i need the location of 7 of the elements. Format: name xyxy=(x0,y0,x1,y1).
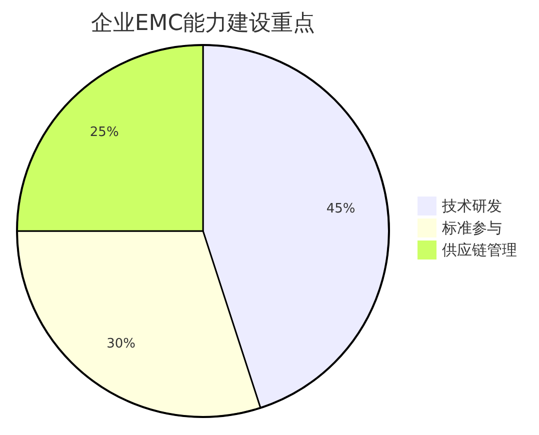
data-label: 30% xyxy=(106,336,136,352)
data-label: 25% xyxy=(90,124,119,140)
legend-label: 供应链管理 xyxy=(442,241,517,259)
chart-title: 企业EMC能力建设重点 xyxy=(90,11,316,36)
data-label: 45% xyxy=(326,202,356,217)
legend-label: 标准参与 xyxy=(441,219,502,237)
legend-label: 技术研发 xyxy=(441,197,502,215)
